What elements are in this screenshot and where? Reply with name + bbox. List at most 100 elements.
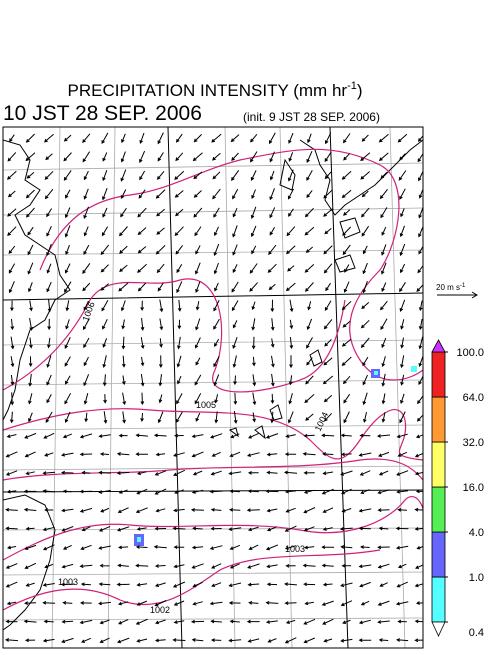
- wind-arrow: [340, 470, 353, 476]
- wind-arrow: [46, 243, 52, 257]
- colorbar-segment: [431, 396, 446, 443]
- isobar: [39, 148, 423, 381]
- wind-arrow: [177, 336, 181, 350]
- wind-arrow: [120, 300, 126, 312]
- wind-arrow: [360, 489, 370, 494]
- wind-arrow: [81, 526, 91, 532]
- wind-arrow: [379, 582, 388, 587]
- wind-arrow: [193, 190, 202, 198]
- wind-arrow: [340, 452, 352, 457]
- wind-arrow: [399, 299, 406, 312]
- wind-arrow: [323, 189, 333, 199]
- wind-arrow: [361, 134, 369, 142]
- islands-south: [228, 349, 323, 440]
- wind-arrow: [265, 600, 279, 605]
- wind-arrow: [100, 264, 109, 273]
- wind-arrow: [380, 171, 388, 179]
- wind-arrow: [288, 152, 294, 162]
- wind-arrow: [102, 188, 108, 201]
- wind-arrow: [175, 245, 183, 255]
- wind-arrow: [414, 452, 423, 458]
- wind-arrow: [7, 208, 17, 217]
- wind-arrow: [6, 170, 17, 180]
- wind-arrow: [418, 189, 423, 199]
- coast-japan: [299, 139, 423, 216]
- wind-arrow: [23, 489, 37, 494]
- wind-arrow: [83, 318, 90, 331]
- wind-arrow: [251, 336, 256, 350]
- wind-arrow: [83, 206, 89, 219]
- wind-arrow: [250, 151, 258, 163]
- wind-arrow: [323, 412, 333, 422]
- wind-arrow: [99, 563, 110, 568]
- isobar: [3, 496, 423, 561]
- wind-arrow: [213, 299, 220, 312]
- wind-arrow: [363, 411, 367, 423]
- wind-arrow: [138, 189, 146, 199]
- isobar-label: 1003: [285, 544, 305, 554]
- wind-arrow: [26, 207, 35, 218]
- wind-arrow: [250, 133, 258, 143]
- wind-arrow: [342, 133, 351, 144]
- wind-arrow: [25, 638, 36, 643]
- wind-arrow: [82, 151, 91, 163]
- map-frame: [2, 126, 424, 649]
- wind-arrow: [247, 470, 259, 475]
- wind-arrow: [27, 226, 34, 236]
- wind-arrow: [341, 563, 352, 568]
- wind-arrow: [340, 638, 353, 643]
- wind-arrow: [395, 526, 409, 531]
- wind-arrow: [358, 564, 372, 569]
- wind-arrow: [209, 601, 223, 606]
- wind-arrow: [395, 601, 409, 606]
- wind-arrow: [325, 132, 332, 145]
- wind-arrow: [62, 433, 72, 439]
- wind-arrow: [284, 452, 297, 457]
- wind-arrow: [341, 356, 352, 367]
- wind-arrow: [377, 563, 390, 569]
- wind-arrow: [213, 207, 220, 218]
- wind-arrow: [232, 320, 238, 329]
- wind-arrow: [340, 582, 353, 588]
- wind-arrow: [397, 133, 408, 143]
- wind-arrow: [212, 152, 221, 161]
- wind-arrow: [122, 392, 127, 406]
- wind-arrow: [155, 508, 166, 513]
- wind-arrow: [81, 470, 91, 475]
- wind-arrow: [195, 245, 201, 255]
- wind-arrow: [230, 134, 240, 143]
- wind-arrow: [210, 470, 222, 476]
- wind-arrow: [252, 412, 256, 423]
- wind-arrow: [268, 244, 277, 256]
- wind-arrow: [322, 375, 334, 385]
- wind-arrow: [103, 411, 108, 424]
- wind-arrow: [303, 618, 316, 625]
- wind-arrow: [194, 226, 202, 237]
- wind-arrow: [173, 545, 185, 550]
- wind-arrow: [46, 225, 52, 237]
- colorbar-over: [431, 339, 446, 353]
- wind-arrow: [116, 582, 130, 587]
- wind-arrow: [231, 152, 239, 161]
- wind-arrow: [63, 134, 72, 142]
- wind-arrow: [213, 262, 219, 275]
- wind-arrow: [229, 451, 241, 457]
- wind-arrow: [378, 152, 389, 161]
- wind-arrow: [153, 545, 167, 549]
- wind-arrow: [117, 563, 129, 568]
- map: 1006 1005 1004 1003 1003 1002: [3, 127, 423, 648]
- wind-arrow: [65, 244, 70, 256]
- wind-arrow: [341, 488, 352, 495]
- wind-arrow: [102, 152, 108, 162]
- wind-arrow: [246, 452, 260, 457]
- wind-arrow: [64, 375, 71, 385]
- wind-arrow: [194, 374, 202, 386]
- wind-arrow: [399, 225, 405, 238]
- coastlines: [3, 139, 423, 631]
- wind-arrow: [381, 412, 386, 423]
- wind-arrow: [79, 433, 93, 439]
- wind-arrow: [175, 152, 184, 162]
- wind-arrow: [5, 507, 18, 512]
- wind-arrow: [360, 600, 370, 606]
- wind-arrow: [6, 601, 17, 606]
